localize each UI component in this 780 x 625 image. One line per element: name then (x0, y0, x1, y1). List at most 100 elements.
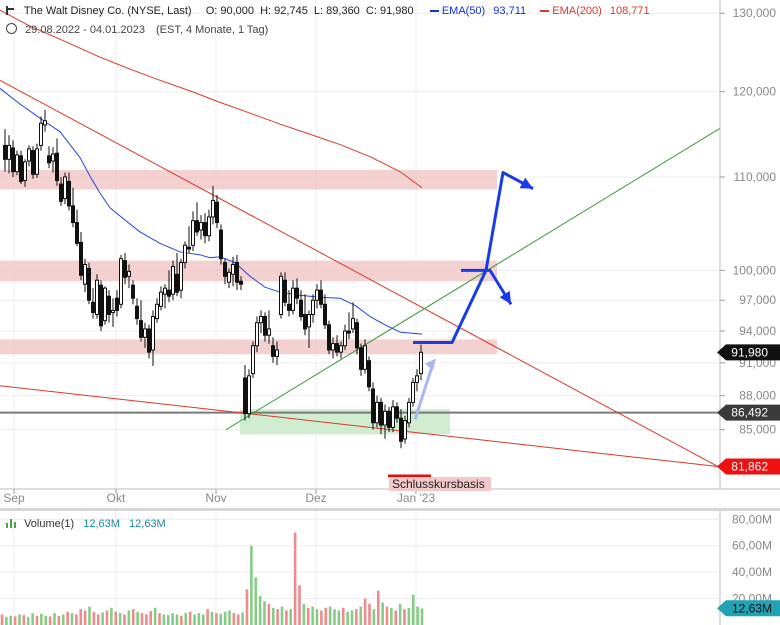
candle-body-down (167, 289, 171, 297)
candle (119, 254, 123, 309)
candle (367, 356, 371, 392)
candle (159, 286, 163, 311)
candle-body-down (319, 289, 323, 305)
candle (323, 294, 327, 329)
last-price-badge: 91,980 (717, 344, 780, 361)
candle (399, 409, 403, 449)
volume-bar (355, 609, 358, 625)
candle (239, 276, 243, 291)
candle (51, 147, 55, 173)
volume-bar (223, 611, 227, 625)
candle (79, 231, 83, 281)
candle-body-down (55, 152, 59, 182)
volume-bar (394, 610, 398, 625)
candle (143, 322, 147, 348)
candle (215, 194, 219, 229)
rising-trend-trendline (225, 127, 721, 431)
volume-bar (123, 614, 126, 625)
candle (123, 252, 127, 285)
candle-body-up (407, 401, 411, 424)
volume-last-badge: 12,63M (717, 600, 780, 617)
candle-body-up (51, 153, 55, 162)
candle-body-down (395, 406, 399, 419)
candle (315, 284, 319, 309)
candle-body-up (259, 316, 263, 324)
candle-body-up (419, 351, 423, 375)
last-price-badge-label: 91,980 (731, 345, 768, 359)
y-tick-label: 100,000 (733, 263, 777, 277)
volume-bar (31, 613, 34, 625)
candle (267, 310, 271, 344)
scenario-arrowhead (519, 177, 533, 189)
candle-body-down (135, 305, 139, 320)
ema50-value: 93,711 (493, 5, 527, 17)
volume-bar (0, 614, 4, 625)
volume-bar (140, 613, 144, 625)
candle (231, 256, 235, 287)
candle (347, 312, 351, 340)
candle-body-down (31, 150, 35, 175)
candle (415, 369, 419, 392)
candle (295, 278, 299, 305)
x-tick-label: Dez (305, 491, 326, 505)
candle-body-up (23, 161, 27, 182)
candle-body-down (139, 320, 143, 338)
volume-last-badge-shape (717, 600, 780, 617)
candle-body-down (387, 410, 391, 428)
candle (67, 172, 71, 211)
volume-bar (26, 617, 30, 625)
ema50-line (0, 88, 423, 335)
candle-body-up (159, 291, 163, 307)
candle-body-down (187, 246, 191, 250)
candle-body-up (251, 345, 255, 375)
candle-body-up (351, 318, 355, 330)
volume-bar (40, 613, 43, 625)
candle-body-up (191, 220, 195, 246)
volume-bar (324, 607, 328, 625)
candle-body-down (71, 205, 75, 224)
support-price-badge: 86,492 (717, 404, 780, 421)
candle-body-down (295, 287, 299, 299)
candle-body-up (127, 270, 131, 277)
candle-body-down (287, 303, 291, 311)
candle (163, 284, 167, 309)
volume-bar (311, 606, 314, 625)
volume-bar (114, 611, 118, 625)
menu-icon[interactable] (6, 6, 15, 15)
volume-bar (346, 611, 349, 625)
volume-bar (333, 609, 336, 625)
price-badges: Schlusskursbasis 91,980 86,492 81,862 (388, 344, 780, 491)
candle-body-down (115, 297, 119, 311)
candle (407, 397, 411, 428)
volume-bars-icon (6, 519, 16, 528)
volume-bar (48, 616, 52, 625)
candle (251, 341, 255, 379)
candle-body-down (327, 324, 331, 351)
candle (287, 290, 291, 317)
candle (183, 241, 187, 269)
candle-body-down (67, 180, 71, 207)
candle-body-up (179, 262, 183, 291)
candle (139, 300, 143, 342)
volume-bar (385, 606, 389, 625)
y-tick-label: 88,000 (739, 389, 776, 403)
candle-body-up (171, 265, 175, 295)
candle-body-up (39, 122, 43, 146)
volume-bar (215, 613, 218, 625)
candle (191, 211, 195, 251)
candle (363, 339, 367, 374)
candle-body-up (411, 381, 415, 403)
lower-trend-trendline (0, 385, 719, 468)
legend-ohlc: O: 90,000 H: 92,745 L: 89,360 C: 91,980 (205, 5, 414, 17)
candle-body-down (91, 301, 95, 313)
candle (71, 187, 75, 228)
candle-body-up (343, 330, 347, 347)
candle-body-down (223, 262, 227, 277)
candle-body-up (275, 349, 279, 357)
y-tick-label: 120,000 (733, 85, 777, 99)
candle-body-up (383, 410, 387, 426)
candle (307, 310, 311, 348)
candle-body-down (243, 377, 247, 415)
volume-bar (153, 607, 157, 625)
